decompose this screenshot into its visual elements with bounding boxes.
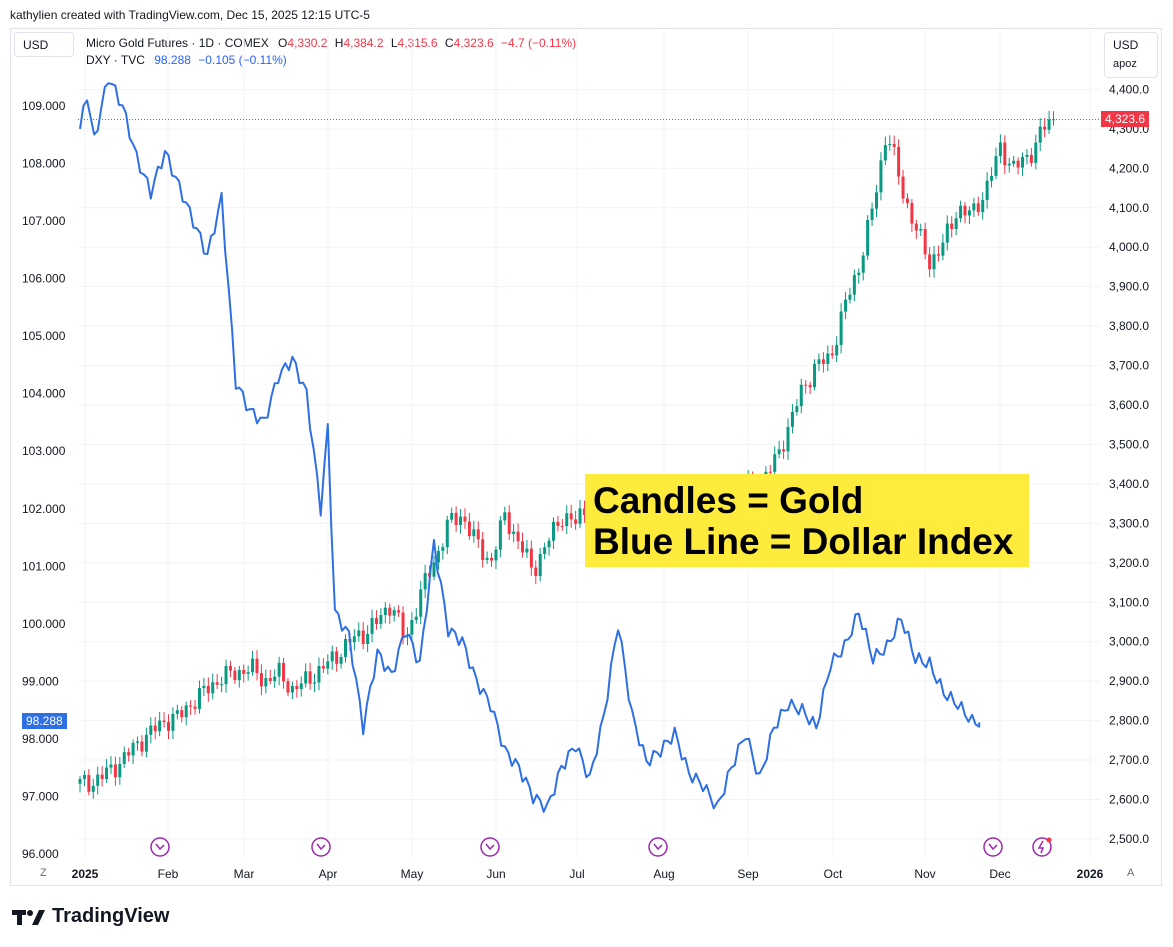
dxy-change: −0.105 (−0.11%) bbox=[198, 53, 287, 67]
zoom-corner-button[interactable]: Z bbox=[40, 867, 47, 879]
dxy-last-price-tag: 98.288 bbox=[22, 713, 67, 729]
gold-o-label: O bbox=[278, 36, 288, 50]
gold-open-value: 4,330.2 bbox=[287, 36, 328, 50]
annotation-line-2: Blue Line = Dollar Index bbox=[593, 521, 1014, 562]
gold-c-label: C bbox=[444, 36, 454, 50]
dxy-legend-name: DXY · TVC bbox=[86, 53, 145, 67]
right-currency-label: USD bbox=[1113, 38, 1139, 52]
chart-frame bbox=[10, 28, 1162, 886]
gold-change-value: −4.7 (−0.11%) bbox=[500, 36, 577, 50]
left-currency-label: USD bbox=[23, 38, 49, 52]
right-currency-button[interactable]: USD apoz bbox=[1104, 32, 1158, 78]
annotation-line-1: Candles = Gold bbox=[593, 480, 864, 521]
gold-high-value: 4,384.2 bbox=[343, 36, 384, 50]
gold-legend-name: Micro Gold Futures · 1D · COMEX bbox=[86, 36, 269, 50]
annotation-box: Candles = Gold Blue Line = Dollar Index bbox=[585, 474, 1029, 567]
chart-credit: kathylien created with TradingView.com, … bbox=[10, 8, 370, 22]
right-currency-sub: apoz bbox=[1113, 58, 1137, 70]
dxy-legend[interactable]: DXY · TVC 98.288 −0.105 (−0.11%) bbox=[86, 53, 287, 67]
gold-low-value: 4,315.6 bbox=[397, 36, 438, 50]
tradingview-brand: TradingView bbox=[12, 905, 169, 928]
gold-h-label: H bbox=[334, 36, 344, 50]
left-currency-button[interactable]: USD bbox=[14, 32, 74, 57]
gold-legend[interactable]: Micro Gold Futures · 1D · COMEX O4,330.2… bbox=[86, 36, 576, 50]
gold-last-price-tag: 4,323.6 bbox=[1101, 111, 1150, 127]
gold-l-label: L bbox=[390, 36, 398, 50]
auto-scale-button[interactable]: A bbox=[1127, 867, 1135, 879]
dxy-value: 98.288 bbox=[154, 53, 191, 67]
tradingview-brand-text: TradingView bbox=[52, 905, 170, 927]
gold-close-value: 4,323.6 bbox=[453, 36, 494, 50]
tradingview-logo-icon bbox=[12, 909, 45, 925]
